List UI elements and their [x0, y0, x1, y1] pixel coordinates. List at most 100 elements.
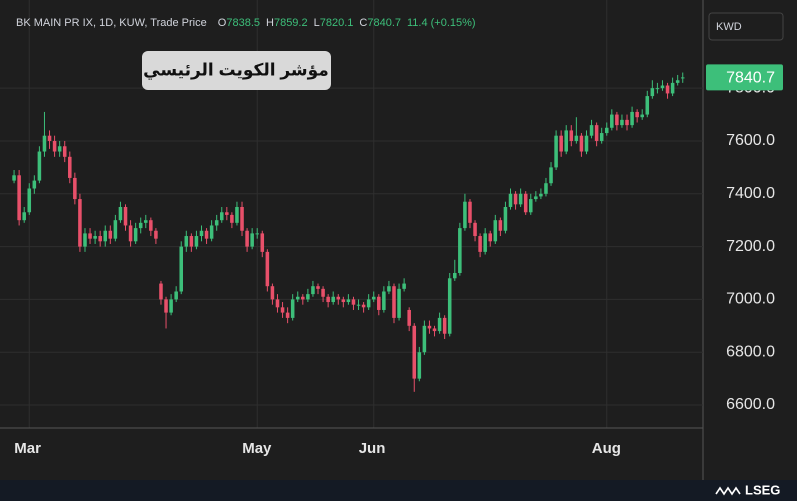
currency-box[interactable]	[708, 12, 784, 41]
footer-bar	[0, 480, 797, 501]
candle-body	[604, 127, 609, 134]
candle-body	[164, 299, 168, 313]
candle-body	[453, 272, 457, 279]
price-tag	[706, 64, 783, 91]
candle-body	[270, 286, 275, 300]
candle-body	[265, 251, 270, 287]
x-tick-label: Aug	[592, 440, 621, 457]
candle-body	[73, 177, 77, 200]
candle-body	[47, 135, 52, 141]
candle-body	[225, 212, 229, 215]
candle-body	[37, 151, 42, 181]
candle-body	[412, 325, 417, 379]
change: 11.4 (+0.15%)	[407, 17, 476, 29]
y-tick-label: 7200.0	[726, 238, 775, 255]
candle-body	[301, 296, 305, 300]
candle-body	[346, 299, 351, 303]
candle-body	[321, 288, 325, 297]
candle-body	[564, 130, 568, 152]
candle-body	[62, 146, 67, 157]
candle-body	[610, 114, 614, 128]
ohlc-value: 7838.5	[226, 17, 260, 29]
candle-body	[473, 222, 477, 237]
candle-body	[336, 296, 341, 300]
candle-body	[675, 80, 680, 83]
candle-body	[559, 135, 563, 152]
brand-logo: LSEG	[715, 482, 780, 497]
candle-body	[458, 228, 462, 273]
legend-header: BK MAIN PR IX, 1D, KUW, Trade Price O783…	[16, 17, 482, 29]
candle-body	[513, 193, 518, 205]
x-tick-label: Jun	[359, 440, 386, 457]
candle-body	[599, 133, 604, 141]
candle-body	[615, 114, 619, 126]
candle-body	[311, 286, 315, 295]
candle-body	[57, 146, 62, 152]
candle-body	[52, 140, 57, 152]
candle-body	[245, 230, 249, 247]
candle-body	[22, 212, 26, 221]
candle-body	[655, 88, 660, 90]
candle-body	[427, 325, 432, 329]
candle-body	[442, 317, 447, 334]
candle-body	[366, 299, 371, 308]
candle-body	[539, 193, 543, 197]
candle-body	[326, 296, 330, 303]
candle-body	[295, 296, 300, 300]
candle-body	[432, 328, 437, 332]
candle-body	[280, 307, 285, 313]
candle-body	[133, 228, 138, 242]
candle-body	[12, 175, 16, 181]
ohlc-value: 7820.1	[319, 17, 354, 29]
currency: KWD	[716, 21, 742, 33]
ohlc-label: C	[359, 17, 368, 29]
candle-body	[569, 130, 574, 141]
candle-body	[371, 296, 376, 300]
y-tick-label: 7000.0	[726, 291, 775, 308]
candle-body	[680, 77, 685, 79]
candle-body	[594, 125, 599, 141]
candle-body	[138, 222, 143, 229]
candle-body	[463, 201, 467, 229]
candle-body	[275, 299, 280, 308]
candle-body	[174, 291, 178, 300]
candle-body	[17, 175, 21, 221]
candle-body	[331, 296, 335, 303]
candle-body	[377, 296, 381, 310]
candle-body	[584, 135, 589, 152]
candle-body	[108, 230, 113, 239]
brand: LSEG	[745, 482, 780, 497]
annotation: مؤشر الكويت الرئيسي	[143, 60, 329, 80]
candle-body	[645, 96, 650, 115]
candle-body	[199, 230, 204, 237]
symbol: BK MAIN PR IX, 1D, KUW, Trade Price	[16, 17, 207, 29]
annotation-box	[142, 51, 331, 90]
candle-body	[508, 193, 513, 207]
ohlc-value: 7859.2	[273, 17, 308, 29]
candle-body	[68, 156, 72, 178]
y-tick-label: 6600.0	[726, 396, 775, 413]
candle-body	[503, 206, 508, 231]
candle-body	[437, 317, 442, 332]
candle-body	[574, 135, 579, 141]
candle-body	[83, 233, 87, 247]
candle-body	[341, 299, 346, 303]
grid	[0, 0, 703, 428]
candle-body	[179, 246, 184, 292]
candle-body	[189, 236, 194, 247]
candle-body	[660, 85, 665, 89]
candle-body	[493, 220, 498, 242]
candle-body	[204, 230, 209, 239]
ohlc-value: 7840.7	[367, 17, 401, 29]
candle-body	[78, 199, 82, 247]
candle-body	[27, 188, 32, 213]
candle-body	[32, 180, 37, 189]
candle-body	[554, 135, 558, 168]
candle-body	[382, 291, 386, 310]
candle-body	[255, 233, 259, 235]
candle-body	[488, 233, 493, 242]
candle-body	[240, 206, 244, 231]
candle-body	[498, 220, 503, 231]
